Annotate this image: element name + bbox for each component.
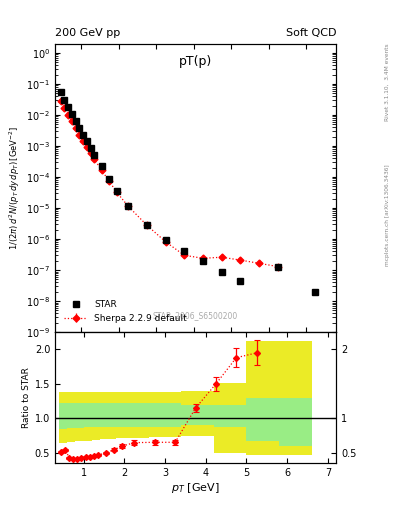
STAR <box>62 97 67 103</box>
STAR <box>77 125 82 131</box>
STAR <box>145 222 149 228</box>
Text: STAR_2006_S6500200: STAR_2006_S6500200 <box>153 312 238 321</box>
Text: 200 GeV pp: 200 GeV pp <box>55 28 120 38</box>
STAR <box>73 118 78 124</box>
Text: pT(p): pT(p) <box>179 55 212 68</box>
STAR <box>126 203 130 209</box>
Text: Rivet 3.1.10,  3.4M events: Rivet 3.1.10, 3.4M events <box>385 43 389 121</box>
Legend: STAR, Sherpa 2.2.9 default: STAR, Sherpa 2.2.9 default <box>61 296 190 326</box>
Y-axis label: Ratio to STAR: Ratio to STAR <box>22 367 31 428</box>
STAR <box>58 89 63 95</box>
STAR <box>182 248 187 254</box>
STAR <box>66 104 70 110</box>
STAR <box>99 163 104 169</box>
STAR <box>81 132 86 138</box>
Y-axis label: $1/(2\pi)\,d^2N/(p_T\,dy\,dp_T)\,[\mathrm{GeV}^{-2}]$: $1/(2\pi)\,d^2N/(p_T\,dy\,dp_T)\,[\mathr… <box>7 126 22 250</box>
Text: Soft QCD: Soft QCD <box>286 28 336 38</box>
STAR <box>163 237 168 243</box>
STAR <box>219 268 224 274</box>
STAR <box>107 176 112 182</box>
STAR <box>313 289 318 295</box>
X-axis label: $p_T$ [GeV]: $p_T$ [GeV] <box>171 481 220 495</box>
STAR <box>70 111 74 117</box>
STAR <box>92 152 97 158</box>
STAR <box>88 145 93 151</box>
STAR <box>114 188 119 194</box>
Text: mcplots.cern.ch [arXiv:1306.3436]: mcplots.cern.ch [arXiv:1306.3436] <box>385 164 389 266</box>
STAR <box>238 278 243 284</box>
STAR <box>275 264 280 270</box>
STAR <box>84 138 89 144</box>
STAR <box>201 259 206 265</box>
Line: STAR: STAR <box>57 89 319 295</box>
